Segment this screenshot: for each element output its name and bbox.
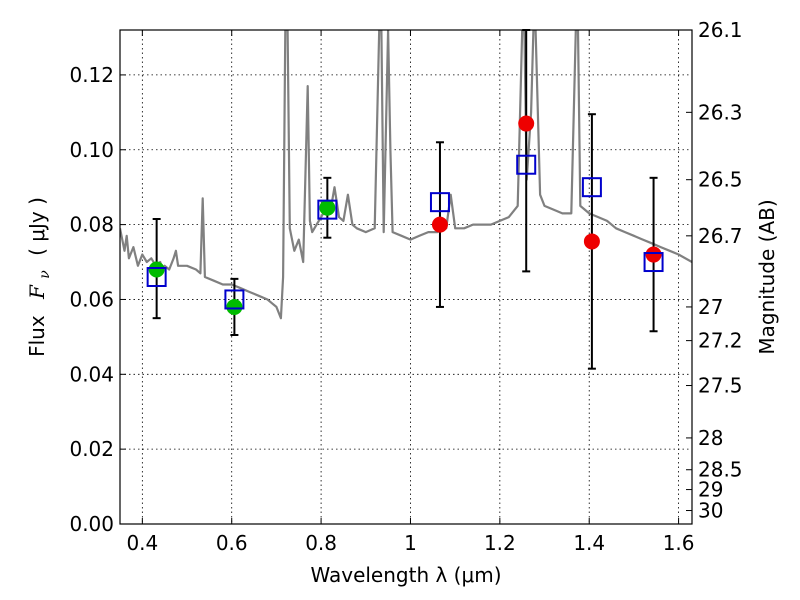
green-data-point (226, 298, 243, 315)
y-axis-label-unit: ( μJy ) (25, 197, 49, 256)
right-tick-label: 26.1 (698, 18, 743, 42)
right-tick-label: 28 (698, 426, 723, 450)
right-tick-label: 28.5 (698, 458, 743, 482)
y-tick-label: 0.12 (69, 63, 114, 87)
y-axis-label: Flux F ν ( μJy ) (25, 197, 54, 357)
model-square (146, 267, 167, 287)
red-data-point (518, 115, 535, 132)
model-squares (146, 154, 664, 310)
plot-frame (119, 29, 693, 525)
y-tick-label: 0.08 (69, 213, 114, 237)
y-tick-label: 0.10 (69, 138, 114, 162)
model-square (581, 177, 602, 198)
right-tick-label: 27.2 (698, 329, 743, 353)
y-tick-label: 0.00 (69, 512, 114, 536)
model-square (317, 199, 338, 220)
green-data-point (319, 199, 336, 216)
y-axis-label-subscript: ν (37, 270, 53, 279)
green-data-point (148, 261, 165, 278)
x-tick-label: 1.6 (663, 531, 695, 555)
y-tick-label: 0.04 (69, 362, 114, 386)
red-data-point (583, 233, 600, 250)
right-axis-label: Magnitude (AB) (755, 199, 779, 354)
red-data-point (431, 216, 448, 233)
observed-points (148, 115, 662, 315)
right-tick-label: 27.5 (698, 374, 743, 398)
model-square (429, 192, 450, 213)
x-tick-label: 1.2 (484, 531, 516, 555)
model-square (224, 289, 245, 310)
x-tick-label: 1 (404, 531, 417, 555)
y-tick-label: 0.02 (69, 437, 114, 461)
red-data-point (645, 246, 662, 263)
axis-ticks: 0.4 0.6 0.8 1 1.2 1.4 1.6 0.00 0.02 0.04 0.06 0.08 0… (69, 18, 742, 555)
x-axis-label: Wavelength λ (μm) (310, 563, 501, 587)
right-tick-label: 26.3 (698, 100, 743, 124)
plot-background (120, 30, 692, 524)
y-tick-label: 0.06 (69, 287, 114, 311)
y-axis-label-symbol: F (25, 284, 49, 300)
x-tick-label: 0.4 (126, 531, 158, 555)
spectrum-layer (120, 30, 692, 320)
y-axis-label-word: Flux (25, 315, 49, 357)
model-square (643, 252, 664, 273)
right-tick-label: 27 (698, 295, 723, 319)
right-tick-label: 26.7 (698, 224, 743, 248)
x-tick-label: 0.6 (216, 531, 248, 555)
x-tick-label: 1.4 (573, 531, 605, 555)
right-tick-label: 29 (698, 478, 723, 502)
right-tick-label: 30 (698, 499, 723, 523)
model-square (516, 154, 537, 175)
spectrum-line (120, 30, 692, 320)
right-tick-label: 26.5 (698, 168, 743, 192)
x-tick-label: 0.8 (305, 531, 337, 555)
